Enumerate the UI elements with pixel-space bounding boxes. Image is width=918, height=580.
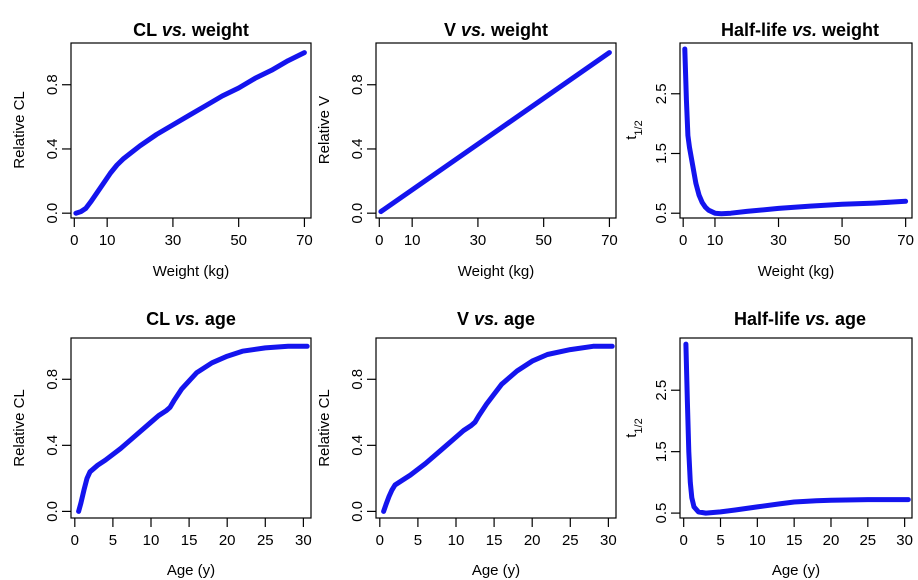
plot-frame	[679, 42, 913, 219]
panel-v-vs-age: V vs. age Age (y) Relative CL 0 5 10 15 20 25…	[316, 309, 617, 579]
y-axis-label: Relative CL	[11, 389, 28, 467]
y-tick-label: 0.8	[44, 369, 61, 390]
x-tick-label: 10	[143, 532, 160, 549]
axis-ticks: 0 5 10 15 20 25 30 0.0 0.4 0.8	[349, 369, 617, 549]
x-tick-label: 0	[376, 532, 384, 549]
axis-ticks: 0 5 10 15 20 25 30 0.5 1.5 2.5	[653, 380, 913, 549]
panel-title: Half-life vs. age	[734, 309, 866, 329]
x-tick-label: 30	[770, 232, 787, 249]
y-tick-label: 0.0	[44, 203, 61, 224]
x-tick-label: 5	[414, 532, 422, 549]
y-tick-label: 1.5	[653, 441, 670, 462]
plot-frame	[70, 337, 312, 519]
x-tick-label: 70	[296, 232, 313, 249]
plot-frame	[70, 42, 312, 219]
series-line	[378, 50, 612, 215]
y-tick-label: 2.5	[653, 380, 670, 401]
panel-title: V vs. age	[457, 309, 535, 329]
panel-half-life-vs-weight: Half-life vs. weight Weight (kg) t1/2 0 1…	[623, 20, 914, 280]
y-tick-label: 0.8	[44, 74, 61, 95]
y-axis-label: Relative V	[316, 96, 333, 164]
y-axis-label: t1/2	[623, 418, 645, 437]
y-tick-label: 0.4	[349, 139, 366, 160]
x-tick-label: 25	[859, 532, 876, 549]
panel-title: CL vs. age	[146, 309, 236, 329]
axis-ticks: 0 10 30 50 70 0.0 0.4 0.8	[44, 74, 313, 249]
y-tick-label: 0.8	[349, 74, 366, 95]
x-tick-label: 10	[99, 232, 116, 249]
plot-frame	[375, 42, 617, 219]
axis-ticks: 0 10 30 50 70 0.0 0.4 0.8	[349, 74, 618, 249]
y-tick-label: 0.0	[44, 501, 61, 522]
x-axis-label: Age (y)	[772, 562, 820, 579]
x-axis-label: Age (y)	[472, 562, 520, 579]
x-tick-label: 0	[71, 532, 79, 549]
x-tick-label: 10	[707, 232, 724, 249]
y-tick-label: 0.4	[349, 435, 366, 456]
x-tick-label: 5	[716, 532, 724, 549]
x-axis-label: Weight (kg)	[153, 263, 229, 280]
x-tick-label: 0	[680, 532, 688, 549]
x-tick-label: 20	[524, 532, 541, 549]
y-tick-label: 2.5	[653, 83, 670, 104]
x-tick-label: 20	[823, 532, 840, 549]
x-tick-label: 50	[535, 232, 552, 249]
x-tick-label: 30	[295, 532, 312, 549]
axis-ticks: 0 5 10 15 20 25 30 0.0 0.4 0.8	[44, 369, 312, 549]
x-tick-label: 15	[486, 532, 503, 549]
x-tick-label: 0	[679, 232, 687, 249]
y-axis-label: Relative CL	[11, 91, 28, 169]
axis-ticks: 0 10 30 50 70 0.5 1.5 2.5	[653, 83, 914, 249]
y-tick-label: 1.5	[653, 143, 670, 164]
panel-title: V vs. weight	[444, 20, 548, 40]
x-tick-label: 15	[181, 532, 198, 549]
panel-title: CL vs. weight	[133, 20, 249, 40]
panel-half-life-vs-age: Half-life vs. age Age (y) t1/2 0 5 10 15 20 2…	[623, 309, 913, 579]
x-tick-label: 10	[404, 232, 421, 249]
x-tick-label: 70	[601, 232, 618, 249]
x-tick-label: 50	[230, 232, 247, 249]
panel-title: Half-life vs. weight	[721, 20, 879, 40]
x-tick-label: 0	[375, 232, 383, 249]
series-line	[76, 343, 310, 514]
panel-cl-vs-age: CL vs. age Age (y) Relative CL 0 5 10 15 20 2…	[11, 309, 312, 579]
x-tick-label: 0	[70, 232, 78, 249]
y-tick-label: 0.0	[349, 501, 366, 522]
series-line	[683, 341, 911, 516]
panel-cl-vs-weight: CL vs. weight Weight (kg) Relative CL 0 1…	[11, 20, 313, 280]
y-tick-label: 0.0	[349, 203, 366, 224]
x-tick-label: 5	[109, 532, 117, 549]
x-tick-label: 30	[600, 532, 617, 549]
x-tick-label: 10	[448, 532, 465, 549]
x-tick-label: 25	[562, 532, 579, 549]
x-tick-label: 20	[219, 532, 236, 549]
y-axis-label: t1/2	[623, 120, 645, 139]
x-axis-label: Weight (kg)	[758, 263, 834, 280]
series-line	[73, 50, 307, 216]
x-tick-label: 50	[834, 232, 851, 249]
x-tick-label: 70	[897, 232, 914, 249]
plot-frame	[679, 337, 913, 519]
y-tick-label: 0.5	[653, 203, 670, 224]
x-tick-label: 10	[749, 532, 766, 549]
x-tick-label: 15	[786, 532, 803, 549]
x-tick-label: 30	[896, 532, 913, 549]
y-axis-label: Relative CL	[316, 389, 333, 467]
x-tick-label: 25	[257, 532, 274, 549]
x-axis-label: Weight (kg)	[458, 263, 534, 280]
x-axis-label: Age (y)	[167, 562, 215, 579]
x-tick-label: 30	[470, 232, 487, 249]
x-tick-label: 30	[165, 232, 182, 249]
series-line	[682, 46, 909, 217]
plot-frame	[375, 337, 617, 519]
y-tick-label: 0.4	[44, 139, 61, 160]
y-tick-label: 0.8	[349, 369, 366, 390]
y-tick-label: 0.5	[653, 503, 670, 524]
series-line	[381, 343, 615, 514]
y-tick-label: 0.4	[44, 435, 61, 456]
panel-v-vs-weight: V vs. weight Weight (kg) Relative V 0 10 3…	[316, 20, 618, 280]
